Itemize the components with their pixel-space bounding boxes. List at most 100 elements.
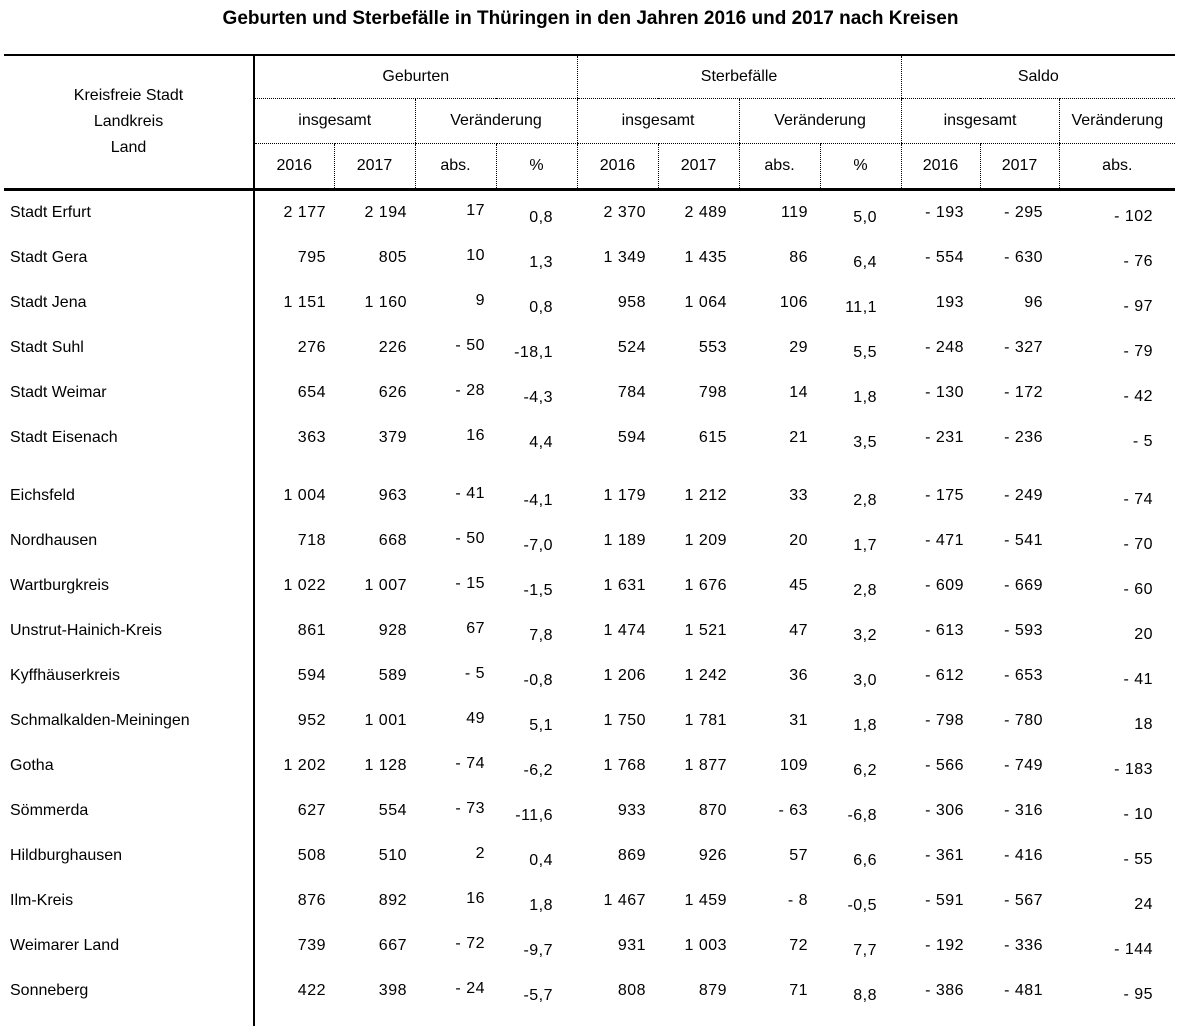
cell-saldo-2016: - 566 <box>925 757 965 774</box>
cell-geburten-veraenderung-abs: - 50 <box>455 336 485 354</box>
cell-geburten-veraenderung-abs: 16 <box>466 426 485 444</box>
district-name: Stadt Eisenach <box>4 415 255 461</box>
cell-geburten-2017: 667 <box>378 937 407 954</box>
cell-sterbefaelle-veraenderung-abs: 29 <box>789 339 809 356</box>
cell-sterbefaelle-2017: 1 212 <box>684 487 728 504</box>
cell-geburten-2017: 398 <box>378 982 407 999</box>
table-row: Stadt Jena 1 151 1 160 9 0,8 958 1 064 106 11,1 1… <box>4 280 1175 326</box>
district-name: Sonneberg <box>4 968 255 1014</box>
cell-geburten-2016: 363 <box>297 429 326 446</box>
cell-sterbefaelle-2017: 1 064 <box>684 294 728 311</box>
cell-sterbefaelle-2017: 879 <box>698 982 728 999</box>
district-name: Saalfeld-Rudolstadt <box>4 1013 255 1026</box>
cell-saldo-2017: - 541 <box>1004 532 1044 549</box>
cell-saldo-2016: - 306 <box>925 802 965 819</box>
col-header-saldo-2017: 2017 <box>979 143 1060 191</box>
cell-saldo-2017: - 295 <box>1004 204 1044 221</box>
cell-sterbefaelle-2017: 1 521 <box>684 622 728 639</box>
cell-geburten-veraenderung-pct: -7,0 <box>523 537 554 554</box>
table-row: Sonneberg 422 398 - 24 -5,7 808 879 71 8,8 - 386 -… <box>4 968 1175 1014</box>
cell-sterbefaelle-veraenderung-abs: 47 <box>789 622 809 639</box>
cell-geburten-2016: 718 <box>297 532 326 549</box>
col-header-saldo-2016: 2016 <box>900 143 981 191</box>
cell-sterbefaelle-2017: 1 459 <box>684 892 728 909</box>
col-header-saldo-abs: abs. <box>1058 143 1176 191</box>
cell-saldo-2016: - 361 <box>925 847 965 864</box>
cell-saldo-2016: - 554 <box>925 249 965 266</box>
district-name: Stadt Weimar <box>4 370 255 416</box>
cell-sterbefaelle-2016: 1 179 <box>603 487 647 504</box>
cell-geburten-2017: 668 <box>378 532 407 549</box>
separator-cell <box>254 461 1175 474</box>
cell-saldo-2017: - 336 <box>1004 937 1044 954</box>
cell-geburten-veraenderung-abs: 2 <box>475 844 485 862</box>
cell-saldo-veraenderung-abs: - 79 <box>1123 343 1154 360</box>
table-row: Ilm-Kreis 876 892 16 1,8 1 467 1 459 - 8 -0,5 - 5… <box>4 878 1175 924</box>
cell-geburten-veraenderung-pct: -11,6 <box>515 807 554 824</box>
col-header-geburten-abs: abs. <box>414 143 496 191</box>
cell-sterbefaelle-2017: 870 <box>698 802 728 819</box>
cell-saldo-2017: - 567 <box>1004 892 1044 909</box>
cell-geburten-veraenderung-pct: 5,1 <box>529 717 554 734</box>
subheader-sterbefaelle-veraenderung: Veränderung <box>738 98 902 144</box>
district-name: Eichsfeld <box>4 473 255 519</box>
cell-geburten-veraenderung-abs: - 5 <box>464 664 485 682</box>
cell-sterbefaelle-veraenderung-abs: 21 <box>789 429 809 446</box>
cell-geburten-veraenderung-abs: - 81 <box>415 1014 496 1026</box>
row-header-line-1: Kreisfreie Stadt <box>73 86 184 104</box>
district-name: Nordhausen <box>4 518 255 564</box>
cell-geburten-veraenderung-pct: -6,2 <box>523 762 554 779</box>
cell-sterbefaelle-2016: 933 <box>617 802 647 819</box>
table-row: Eichsfeld 1 004 963 - 41 -4,1 1 179 1 212 33 2,8… <box>4 473 1175 519</box>
cell-geburten-2016: 627 <box>297 802 326 819</box>
cell-geburten-2016: 594 <box>297 667 326 684</box>
table-row: Stadt Gera 795 805 10 1,3 1 349 1 435 86 6,4 - 55… <box>4 235 1175 281</box>
cell-sterbefaelle-2017: 553 <box>698 339 728 356</box>
cell-sterbefaelle-2016: 1 467 <box>603 892 647 909</box>
cell-geburten-veraenderung-pct: 0,8 <box>529 209 554 226</box>
table-row: Weimarer Land 739 667 - 72 -9,7 931 1 003 72 7,7… <box>4 923 1175 969</box>
cell-saldo-veraenderung-abs: - 60 <box>1123 581 1154 598</box>
cell-geburten-veraenderung-pct: -1,5 <box>523 582 554 599</box>
header-subgroup-row: insgesamt Veränderung insgesamt Veränder… <box>4 98 1176 144</box>
cell-sterbefaelle-veraenderung-abs: 86 <box>789 249 809 266</box>
cell-saldo-2016: - 591 <box>925 892 965 909</box>
cell-sterbefaelle-2016: 524 <box>617 339 647 356</box>
cell-saldo-2016: - 717 <box>901 1014 980 1026</box>
cell-saldo-veraenderung-abs: - 74 <box>1123 491 1154 508</box>
cell-geburten-2017: 589 <box>378 667 407 684</box>
table-row: Schmalkalden-Meiningen 952 1 001 49 5,1 1 750… <box>4 698 1175 744</box>
cell-sterbefaelle-2017: 615 <box>698 429 728 446</box>
cell-saldo-2016: - 609 <box>925 577 965 594</box>
cell-sterbefaelle-2017: 1 676 <box>684 577 728 594</box>
cell-sterbefaelle-veraenderung-abs: 106 <box>779 294 809 311</box>
cell-sterbefaelle-veraenderung-pct: 6,6 <box>853 852 878 869</box>
cell-geburten-veraenderung-abs: - 28 <box>455 381 485 399</box>
table-row: Sömmerda 627 554 - 73 -11,6 933 870 - 63 -6,8 - 3… <box>4 788 1175 834</box>
cell-saldo-veraenderung-abs: - 10 <box>1123 806 1154 823</box>
cell-saldo-2017: - 653 <box>1004 667 1044 684</box>
col-header-geburten-pct: % <box>495 143 578 191</box>
page-title: Geburten und Sterbefälle in Thüringen in… <box>222 8 959 29</box>
cell-saldo-veraenderung-abs: - 97 <box>1123 298 1154 315</box>
cell-saldo-2017: 96 <box>1024 294 1044 311</box>
cell-geburten-veraenderung-abs: - 24 <box>455 979 485 997</box>
cell-sterbefaelle-veraenderung-pct: -0,5 <box>847 897 878 914</box>
district-name: Unstrut-Hainich-Kreis <box>4 608 255 654</box>
col-header-sterbefaelle-2016: 2016 <box>576 143 659 191</box>
cell-sterbefaelle-veraenderung-pct: 2,8 <box>853 492 878 509</box>
cell-sterbefaelle-2017: 1 877 <box>684 757 728 774</box>
cell-sterbefaelle-veraenderung-pct: 1,8 <box>853 389 878 406</box>
cell-saldo-veraenderung-abs: 18 <box>1134 716 1154 733</box>
district-name: Stadt Suhl <box>4 325 255 371</box>
cell-geburten-2016: 861 <box>297 622 326 639</box>
cell-geburten-2016: 654 <box>297 384 326 401</box>
table-row: Nordhausen 718 668 - 50 -7,0 1 189 1 209 20 1,7 -… <box>4 518 1175 564</box>
cell-saldo-2017: - 236 <box>1004 429 1044 446</box>
subheader-geburten-insgesamt: insgesamt <box>253 98 415 144</box>
cell-sterbefaelle-2016: 931 <box>617 937 647 954</box>
cell-saldo-2016: - 613 <box>925 622 965 639</box>
cell-geburten-veraenderung-abs: - 72 <box>455 934 485 952</box>
cell-saldo-veraenderung-abs: - 5 <box>1132 433 1154 450</box>
cell-sterbefaelle-veraenderung-pct: 11,1 <box>845 299 878 316</box>
